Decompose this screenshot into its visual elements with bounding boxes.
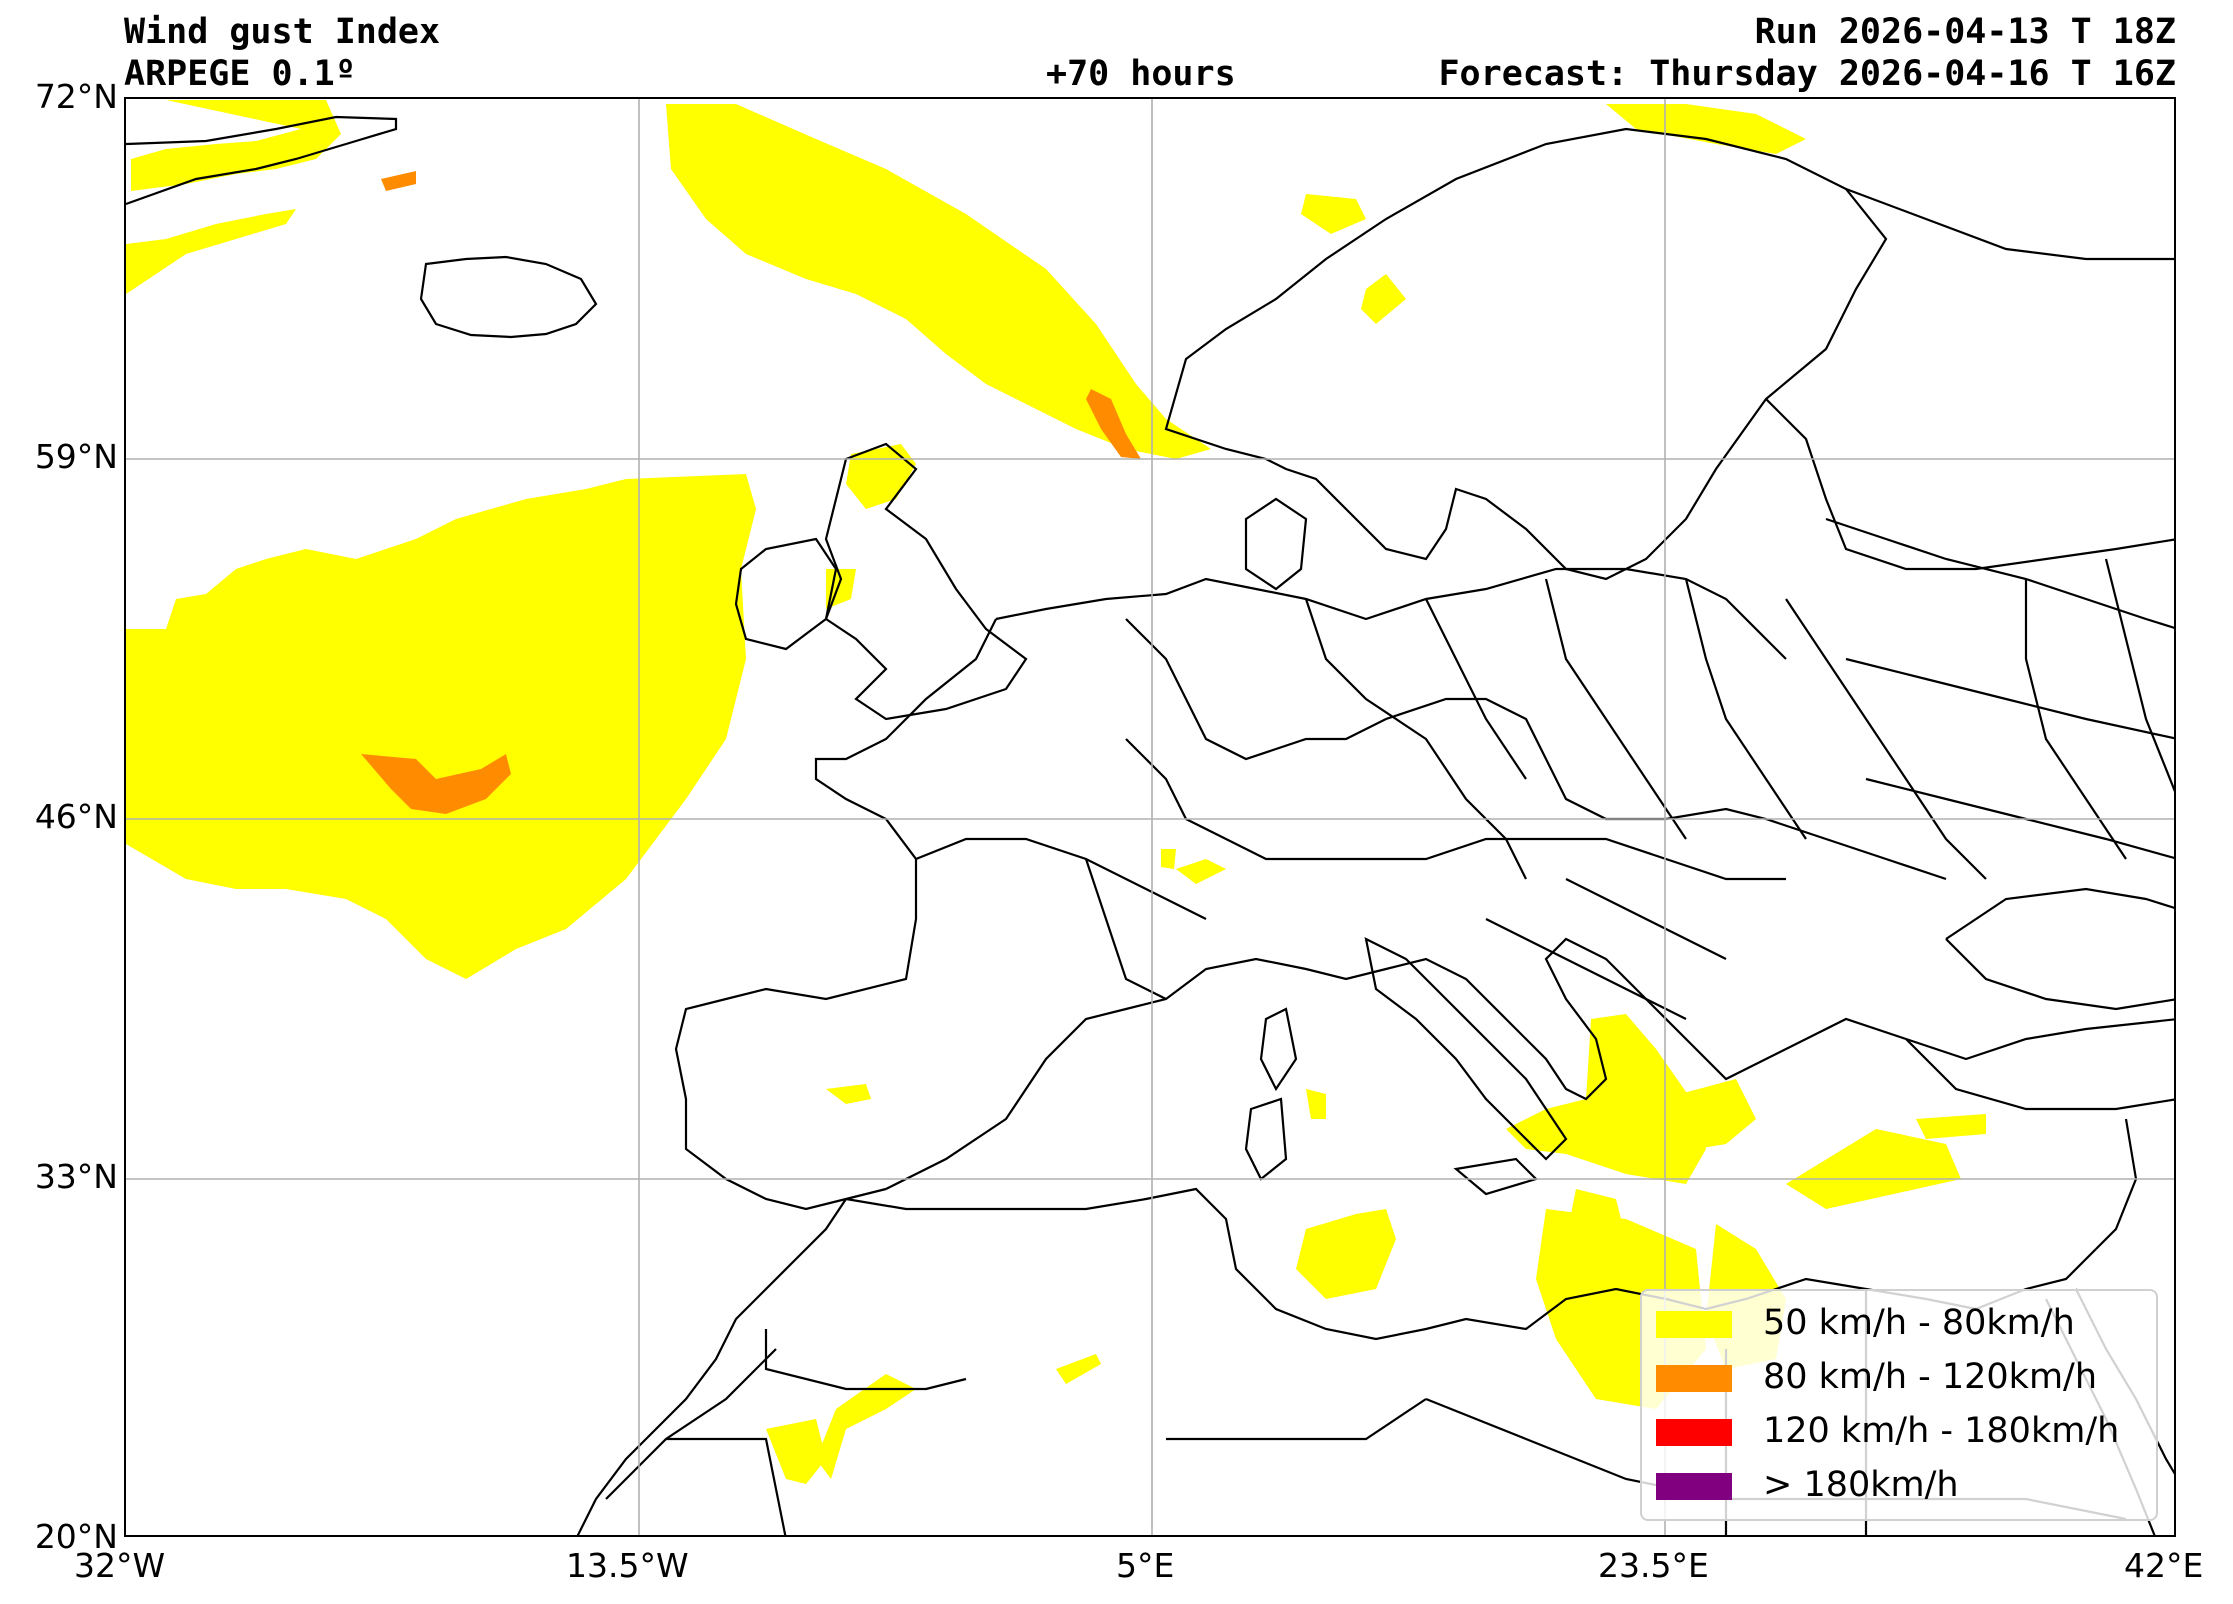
legend-label: > 180km/h [1763,1465,1959,1505]
legend-swatch [1656,1311,1732,1338]
legend-label: 50 km/h - 80km/h [1763,1303,2075,1343]
legend-item: 80 km/h - 120km/h [1656,1357,2146,1397]
legend-swatch [1656,1365,1732,1392]
legend-label: 120 km/h - 180km/h [1763,1411,2120,1451]
lead-time: +70 hours [1046,54,1236,94]
map-title: Wind gust Index [124,12,441,52]
lon-tick-label: 23.5°E [1598,1546,1709,1585]
legend-item: > 180km/h [1656,1465,2146,1505]
map-area [124,97,2176,1537]
lon-tick-label: 32°W [74,1546,166,1585]
gust-field-80-120 [361,171,1141,814]
legend-swatch [1656,1419,1732,1446]
legend-swatch [1656,1473,1732,1500]
lat-tick-label: 59°N [34,437,118,476]
coastlines-borders [126,115,2174,1535]
legend-label: 80 km/h - 120km/h [1763,1357,2098,1397]
map-canvas [126,99,2174,1535]
lon-tick-label: 5°E [1116,1546,1175,1585]
lon-tick-label: 42°E [2124,1546,2204,1585]
lat-tick-label: 72°N [34,77,118,116]
legend-item: 120 km/h - 180km/h [1656,1411,2146,1451]
model-name: ARPEGE 0.1º [124,54,356,94]
lon-tick-label: 13.5°W [566,1546,689,1585]
run-time: Run 2026-04-13 T 18Z [1754,12,2176,52]
lat-tick-label: 20°N [34,1517,118,1556]
map-legend: 50 km/h - 80km/h 80 km/h - 120km/h 120 k… [1640,1289,2158,1521]
lat-tick-label: 33°N [34,1157,118,1196]
forecast-time: Forecast: Thursday 2026-04-16 T 16Z [1438,54,2176,94]
legend-item: 50 km/h - 80km/h [1656,1303,2146,1343]
lat-tick-label: 46°N [34,797,118,836]
